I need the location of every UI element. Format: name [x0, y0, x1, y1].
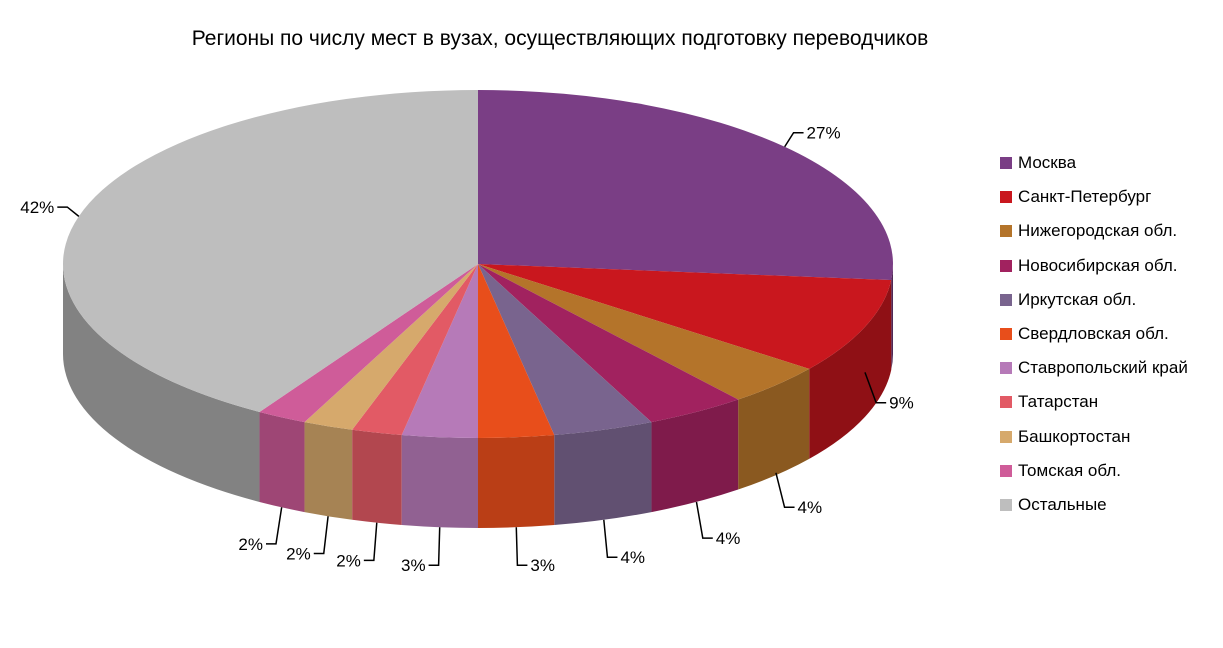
- legend-swatch: [1000, 225, 1012, 238]
- pie-side-walls: [63, 264, 893, 528]
- legend-label: Остальные: [1018, 494, 1107, 514]
- slice-6-leader: [515, 527, 528, 566]
- slice-7-data-label: 3%: [401, 556, 426, 575]
- legend-swatch: [1000, 362, 1012, 375]
- legend-swatch: [1000, 498, 1012, 511]
- slice-2-side: [809, 280, 892, 459]
- legend-item: Ставропольский край: [1000, 351, 1188, 385]
- slice-1-side: [891, 264, 893, 371]
- legend-swatch: [1000, 464, 1012, 477]
- legend-swatch: [1000, 259, 1012, 272]
- legend-item: Остальные: [1000, 488, 1188, 522]
- slice-11-top: [62, 90, 479, 412]
- slice-11-side: [63, 264, 260, 502]
- pie-top-faces: [62, 90, 893, 438]
- slice-9-leader: [313, 516, 329, 555]
- legend-label: Москва: [1018, 153, 1077, 173]
- slice-6-top: [478, 264, 555, 438]
- slice-10-side: [259, 411, 305, 513]
- legend-label: Татарстан: [1018, 392, 1099, 412]
- slice-2-data-label: 9%: [889, 394, 914, 413]
- legend-item: Татарстан: [1000, 385, 1188, 419]
- legend-item: Нижегородская обл.: [1000, 214, 1188, 248]
- legend-item: Москва: [1000, 146, 1188, 180]
- slice-9-side: [304, 422, 353, 520]
- slice-3-leader: [775, 472, 795, 508]
- slice-3-side: [738, 368, 810, 490]
- slice-10-leader: [265, 507, 283, 545]
- data-label-leaders: [57, 131, 887, 566]
- slice-5-data-label: 4%: [620, 548, 645, 567]
- legend-label: Нижегородская обл.: [1018, 221, 1178, 241]
- slice-5-top: [478, 264, 652, 436]
- legend: Москва Санкт-Петербург Нижегородская обл. Н…: [1000, 146, 1188, 522]
- legend-swatch: [1000, 328, 1012, 341]
- legend-label: Ставропольский край: [1018, 358, 1188, 378]
- slice-5-side: [554, 422, 652, 526]
- legend-swatch: [1000, 293, 1012, 306]
- legend-item: Башкортостан: [1000, 420, 1188, 454]
- slice-11-leader: [57, 206, 80, 217]
- slice-8-data-label: 2%: [336, 551, 361, 570]
- legend-label: Санкт-Петербург: [1018, 187, 1152, 207]
- slice-11-data-label: 42%: [20, 198, 54, 217]
- slice-6-side: [478, 435, 555, 528]
- legend-item: Свердловская обл.: [1000, 317, 1188, 351]
- slice-2-top: [478, 264, 892, 369]
- legend-label: Иркутская обл.: [1018, 289, 1137, 309]
- slice-10-data-label: 2%: [238, 535, 263, 554]
- legend-swatch: [1000, 191, 1012, 204]
- slice-8-top: [352, 264, 478, 436]
- legend-item: Иркутская обл.: [1000, 283, 1188, 317]
- slice-8-side: [352, 429, 402, 526]
- chart-title: Регионы по числу мест в вузах, осуществл…: [191, 27, 929, 50]
- slice-2-leader: [864, 372, 887, 404]
- slice-6-data-label: 3%: [530, 556, 555, 575]
- legend-item: Томская обл.: [1000, 454, 1188, 488]
- slice-8-leader: [363, 522, 378, 562]
- slice-3-data-label: 4%: [798, 498, 823, 517]
- legend-swatch: [1000, 157, 1012, 170]
- slice-4-leader: [695, 501, 713, 539]
- legend-swatch: [1000, 430, 1012, 443]
- legend-swatch: [1000, 396, 1012, 409]
- slice-4-data-label: 4%: [716, 529, 741, 548]
- slice-7-top: [401, 264, 478, 438]
- slice-1-leader: [784, 131, 804, 148]
- legend-label: Свердловская обл.: [1018, 324, 1169, 344]
- slice-4-side: [651, 399, 739, 513]
- legend-label: Томская обл.: [1018, 460, 1121, 480]
- legend-item: Новосибирская обл.: [1000, 249, 1188, 283]
- data-labels: 27% 9% 4% 4% 4% 3% 3% 2% 2% 2% 42%: [20, 124, 913, 576]
- slice-5-leader: [603, 519, 618, 558]
- slice-7-side: [401, 435, 478, 528]
- legend-label: Башкортостан: [1018, 426, 1131, 446]
- slice-10-top: [259, 264, 478, 423]
- slice-1-top: [478, 90, 893, 281]
- slice-3-top: [478, 264, 810, 400]
- slice-9-top: [304, 264, 478, 430]
- slice-1-data-label: 27%: [807, 124, 841, 143]
- legend-label: Новосибирская обл.: [1018, 255, 1178, 275]
- slice-7-leader: [428, 527, 441, 566]
- slice-9-data-label: 2%: [286, 544, 311, 563]
- legend-item: Санкт-Петербург: [1000, 180, 1188, 214]
- slice-4-top: [478, 264, 739, 423]
